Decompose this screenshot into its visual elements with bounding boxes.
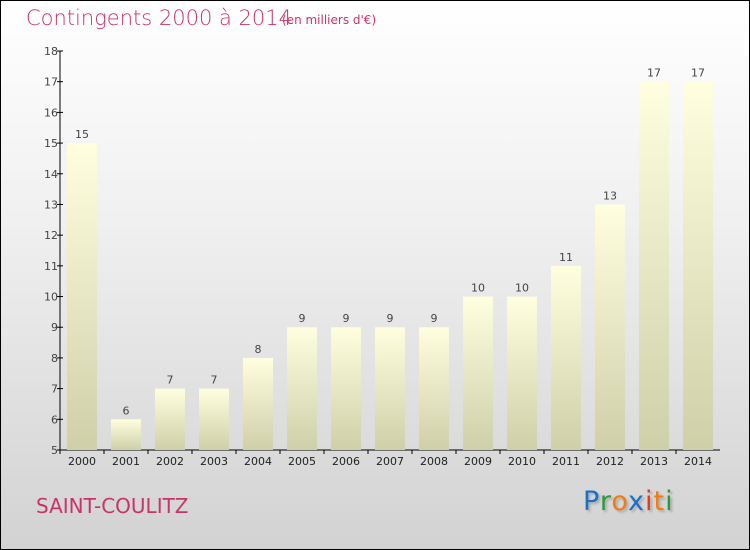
chart-title: Contingents 2000 à 2014 bbox=[26, 6, 292, 30]
logo-letter: r bbox=[599, 486, 612, 517]
y-tick-label: 16 bbox=[44, 106, 58, 119]
logo-letter: i bbox=[645, 486, 654, 517]
bar bbox=[551, 265, 581, 450]
bar bbox=[199, 388, 229, 450]
x-tick-label: 2007 bbox=[376, 455, 404, 468]
logo-letter: t bbox=[653, 486, 666, 517]
data-label: 8 bbox=[255, 343, 262, 356]
y-tick-label: 6 bbox=[51, 413, 58, 426]
y-tick-label: 9 bbox=[51, 321, 58, 334]
data-label: 10 bbox=[471, 282, 485, 295]
logo-letter: i bbox=[665, 486, 674, 517]
bar bbox=[111, 419, 141, 450]
bar bbox=[155, 388, 185, 450]
bar bbox=[419, 327, 449, 450]
y-tick-label: 17 bbox=[44, 76, 58, 89]
bar bbox=[507, 296, 537, 450]
data-label: 7 bbox=[211, 374, 218, 387]
x-tick-label: 2009 bbox=[464, 455, 492, 468]
y-tick-label: 12 bbox=[44, 229, 58, 242]
chart-subtitle: (en milliers d'€) bbox=[282, 13, 377, 27]
data-label: 9 bbox=[343, 312, 350, 325]
data-label: 15 bbox=[75, 128, 89, 141]
y-tick-label: 8 bbox=[51, 352, 58, 365]
logo-letter: o bbox=[611, 486, 629, 517]
x-tick-label: 2005 bbox=[288, 455, 316, 468]
logo-letter: P bbox=[583, 486, 600, 517]
proxiti-logo[interactable]: Proxiti bbox=[583, 486, 674, 517]
data-label: 6 bbox=[123, 404, 130, 417]
bar bbox=[639, 81, 669, 450]
bar bbox=[67, 143, 97, 451]
x-tick-label: 2004 bbox=[244, 455, 272, 468]
y-tick-label: 14 bbox=[44, 168, 58, 181]
data-label: 17 bbox=[691, 67, 705, 80]
y-tick-label: 7 bbox=[51, 383, 58, 396]
x-tick-label: 2006 bbox=[332, 455, 360, 468]
y-tick-label: 11 bbox=[44, 260, 58, 273]
y-tick-label: 10 bbox=[44, 291, 58, 304]
bar bbox=[595, 204, 625, 450]
x-tick-label: 2003 bbox=[200, 455, 228, 468]
x-tick-label: 2010 bbox=[508, 455, 536, 468]
x-tick-label: 2000 bbox=[68, 455, 96, 468]
data-label: 17 bbox=[647, 67, 661, 80]
y-tick-label: 15 bbox=[44, 137, 58, 150]
x-tick-label: 2002 bbox=[156, 455, 184, 468]
bar bbox=[287, 327, 317, 450]
bar bbox=[683, 81, 713, 450]
data-label: 9 bbox=[387, 312, 394, 325]
data-label: 7 bbox=[167, 374, 174, 387]
bar bbox=[375, 327, 405, 450]
x-tick-label: 2012 bbox=[596, 455, 624, 468]
data-label: 11 bbox=[559, 251, 573, 264]
town-name: SAINT-COULITZ bbox=[36, 494, 189, 518]
bar bbox=[331, 327, 361, 450]
data-label: 10 bbox=[515, 282, 529, 295]
x-tick-label: 2001 bbox=[112, 455, 140, 468]
y-tick-label: 5 bbox=[51, 444, 58, 457]
x-tick-label: 2011 bbox=[552, 455, 580, 468]
logo-letter: x bbox=[628, 486, 646, 517]
y-tick-label: 13 bbox=[44, 198, 58, 211]
x-tick-label: 2013 bbox=[640, 455, 668, 468]
data-label: 9 bbox=[431, 312, 438, 325]
x-tick-label: 2014 bbox=[684, 455, 712, 468]
y-tick-label: 18 bbox=[44, 45, 58, 58]
x-tick-label: 2008 bbox=[420, 455, 448, 468]
data-label: 9 bbox=[299, 312, 306, 325]
bar bbox=[463, 296, 493, 450]
data-label: 13 bbox=[603, 189, 617, 202]
bar bbox=[243, 357, 273, 450]
